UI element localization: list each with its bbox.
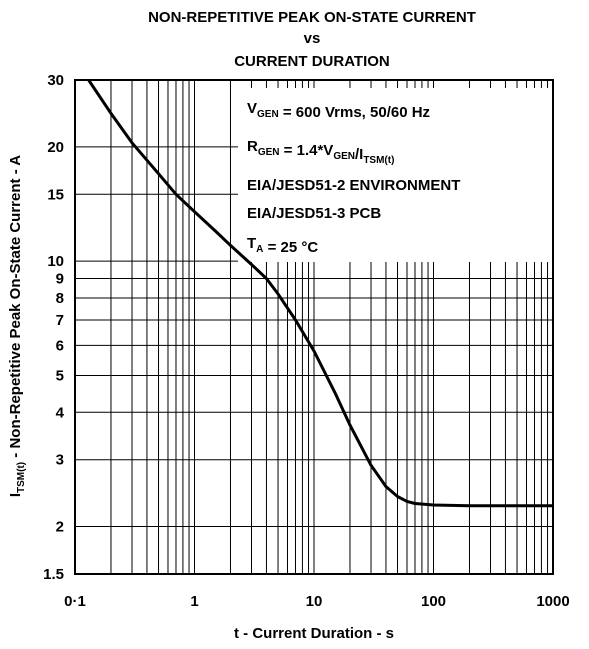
annotation-lines: VGEN = 600 Vrms, 50/60 Hz RGEN = 1.4*VGEN… bbox=[247, 100, 460, 256]
annotation-box: VGEN = 600 Vrms, 50/60 Hz RGEN = 1.4*VGEN… bbox=[238, 88, 554, 262]
x-axis-label: t - Current Duration - s bbox=[234, 625, 394, 642]
annotation-line: TA = 25 °C bbox=[247, 235, 318, 256]
y-tick-label: 3 bbox=[56, 452, 64, 469]
series-line bbox=[87, 79, 553, 508]
x-tick-label: 1 bbox=[190, 593, 198, 610]
y-tick-label: 8 bbox=[56, 290, 64, 307]
title-line-3: CURRENT DURATION bbox=[234, 53, 390, 70]
annotation-background bbox=[238, 88, 554, 262]
annotation-line: EIA/JESD51-3 PCB bbox=[247, 205, 381, 222]
annotation-line: RGEN = 1.4*VGEN/ITSM(t) bbox=[247, 138, 394, 166]
y-tick-label: 15 bbox=[47, 186, 64, 203]
annotation-line: EIA/JESD51-2 ENVIRONMENT bbox=[247, 177, 460, 194]
annotation-line: VGEN = 600 Vrms, 50/60 Hz bbox=[247, 100, 430, 121]
x-tick-label: 0·1 bbox=[64, 593, 86, 610]
y-tick-label: 5 bbox=[56, 367, 64, 384]
title-line-2: vs bbox=[304, 30, 321, 47]
y-tick-label: 4 bbox=[56, 404, 65, 421]
y-tick-label: 20 bbox=[47, 139, 64, 156]
plot-frame bbox=[74, 79, 554, 575]
x-tick-label: 1000 bbox=[536, 593, 569, 610]
y-tick-labels: 1.5 2 3 4 5 6 7 8 910 15 20 30 bbox=[43, 72, 65, 583]
chart-title: NON-REPETITIVE PEAK ON-STATE CURRENT vs … bbox=[148, 9, 476, 70]
x-tick-label: 10 bbox=[306, 593, 323, 610]
y-tick-label: 9 bbox=[56, 271, 64, 288]
y-tick-label: 2 bbox=[56, 519, 64, 536]
x-tick-label: 100 bbox=[421, 593, 446, 610]
y-tick-label: 1.5 bbox=[43, 566, 64, 583]
y-axis-label: ITSM(t) - Non-Repetitive Peak On-State C… bbox=[7, 155, 27, 497]
x-tick-labels: 0·1 1 10 100 1000 bbox=[64, 593, 570, 610]
series-group bbox=[87, 79, 553, 508]
title-line-1: NON-REPETITIVE PEAK ON-STATE CURRENT bbox=[148, 9, 476, 26]
y-tick-label: 10 bbox=[47, 253, 64, 270]
y-tick-label: 30 bbox=[47, 72, 64, 89]
y-tick-label: 7 bbox=[56, 312, 64, 329]
y-tick-label: 6 bbox=[56, 337, 64, 354]
